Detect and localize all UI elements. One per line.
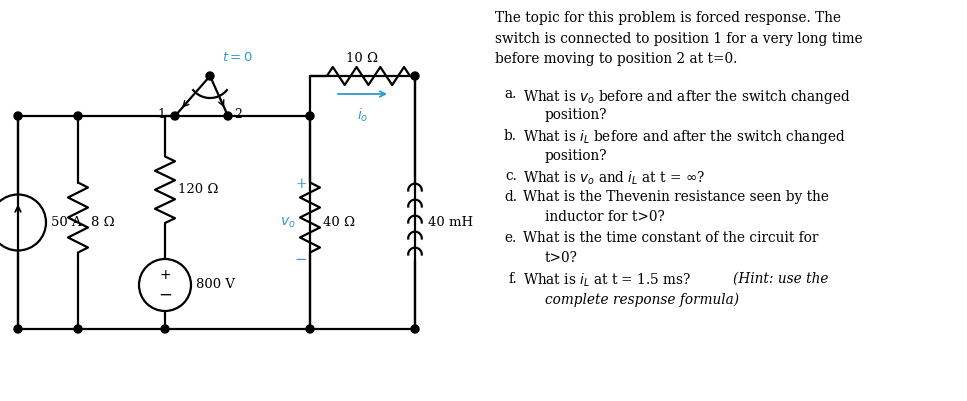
Circle shape: [411, 325, 419, 333]
Text: −: −: [295, 253, 308, 267]
Text: 50 A: 50 A: [51, 216, 81, 229]
Circle shape: [74, 325, 82, 333]
Text: 2: 2: [234, 107, 242, 120]
Text: (Hint: use the: (Hint: use the: [733, 272, 829, 286]
Circle shape: [74, 112, 82, 120]
Text: What is the Thevenin resistance seen by the: What is the Thevenin resistance seen by …: [523, 190, 829, 204]
Text: 120 Ω: 120 Ω: [178, 183, 219, 196]
Text: $i_o$: $i_o$: [357, 107, 368, 124]
Circle shape: [171, 112, 179, 120]
Text: +: +: [295, 178, 307, 192]
Text: position?: position?: [545, 149, 607, 163]
Text: d.: d.: [504, 190, 517, 204]
Text: What is the time constant of the circuit for: What is the time constant of the circuit…: [523, 231, 818, 245]
Text: 800 V: 800 V: [196, 279, 235, 292]
Circle shape: [14, 325, 22, 333]
Text: −: −: [158, 286, 172, 304]
Text: switch is connected to position 1 for a very long time: switch is connected to position 1 for a …: [495, 32, 863, 45]
Circle shape: [224, 112, 232, 120]
Text: +: +: [160, 268, 171, 282]
Text: e.: e.: [505, 231, 517, 245]
Text: $t = 0$: $t = 0$: [222, 51, 253, 64]
Text: 1: 1: [157, 107, 165, 120]
Text: t>0?: t>0?: [545, 251, 578, 265]
Text: 10 Ω: 10 Ω: [346, 51, 378, 65]
Text: f.: f.: [509, 272, 517, 286]
Text: What is $v_o$ before and after the switch changed: What is $v_o$ before and after the switc…: [523, 87, 851, 105]
Text: $v_o$: $v_o$: [280, 215, 296, 230]
Text: complete response formula): complete response formula): [545, 292, 739, 307]
Text: c.: c.: [505, 170, 517, 184]
Text: before moving to position 2 at t=0.: before moving to position 2 at t=0.: [495, 52, 738, 66]
Circle shape: [206, 72, 214, 80]
Text: 40 Ω: 40 Ω: [323, 216, 355, 229]
Circle shape: [14, 112, 22, 120]
Text: inductor for t>0?: inductor for t>0?: [545, 211, 664, 225]
Text: What is $v_o$ and $i_L$ at t = $\infty$?: What is $v_o$ and $i_L$ at t = $\infty$?: [523, 170, 705, 187]
Circle shape: [411, 72, 419, 80]
Text: The topic for this problem is forced response. The: The topic for this problem is forced res…: [495, 11, 841, 25]
Text: position?: position?: [545, 108, 607, 122]
Text: 40 mH: 40 mH: [428, 216, 473, 229]
Circle shape: [306, 112, 314, 120]
Text: b.: b.: [504, 128, 517, 142]
Text: What is $i_L$ before and after the switch changed: What is $i_L$ before and after the switc…: [523, 128, 846, 146]
Text: 8 Ω: 8 Ω: [91, 216, 115, 229]
Text: a.: a.: [505, 87, 517, 101]
Circle shape: [306, 325, 314, 333]
Text: What is $i_L$ at t = 1.5 ms?: What is $i_L$ at t = 1.5 ms?: [523, 272, 692, 290]
Circle shape: [161, 325, 169, 333]
